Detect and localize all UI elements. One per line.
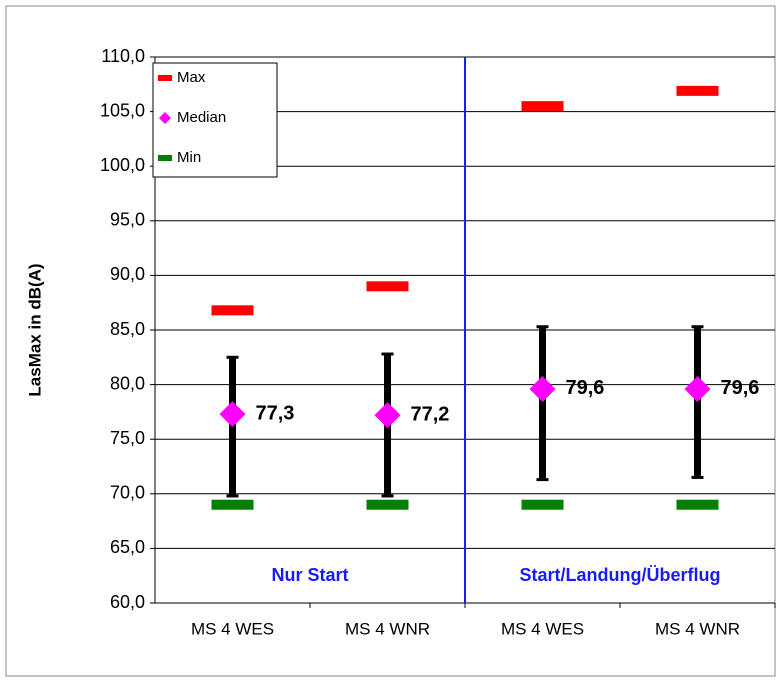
max-marker [366,281,409,292]
y-tick-label: 65,0 [110,537,145,557]
legend-marker [158,75,172,81]
group-label: Start/Landung/Überflug [520,565,721,585]
y-tick-label: 100,0 [100,155,145,175]
median-marker [374,402,401,429]
legend-marker [158,155,172,161]
max-marker [211,305,254,316]
y-tick-label: 95,0 [110,210,145,230]
min-marker [211,499,254,510]
value-label: 77,3 [256,402,295,424]
min-marker [521,499,564,510]
y-tick-label: 75,0 [110,428,145,448]
legend-box [152,62,278,178]
median-marker [219,401,246,428]
x-tick-label: MS 4 WES [191,619,274,638]
y-tick-label: 70,0 [110,483,145,503]
group-label: Nur Start [271,565,348,585]
y-axis-label: LasMax in dB(A) [25,263,44,396]
y-tick-label: 60,0 [110,592,145,612]
value-label: 77,2 [411,403,450,425]
min-marker [676,499,719,510]
max-marker [676,85,719,96]
legend-marker [159,112,171,124]
chart-frame [5,5,776,677]
y-tick-label: 85,0 [110,319,145,339]
x-tick-label: MS 4 WNR [655,619,740,638]
median-marker [529,375,556,402]
y-tick-label: 90,0 [110,264,145,284]
legend-label: Min [177,149,201,166]
y-tick-label: 105,0 [100,100,145,120]
value-label: 79,6 [566,377,605,399]
x-tick-label: MS 4 WES [501,619,584,638]
median-marker [684,375,711,402]
max-marker [521,101,564,112]
value-label: 79,6 [721,377,760,399]
legend-label: Max [177,69,206,86]
y-tick-label: 80,0 [110,373,145,393]
min-marker [366,499,409,510]
y-tick-label: 110,0 [101,46,145,66]
x-tick-label: MS 4 WNR [345,619,430,638]
legend-label: Median [177,109,226,126]
